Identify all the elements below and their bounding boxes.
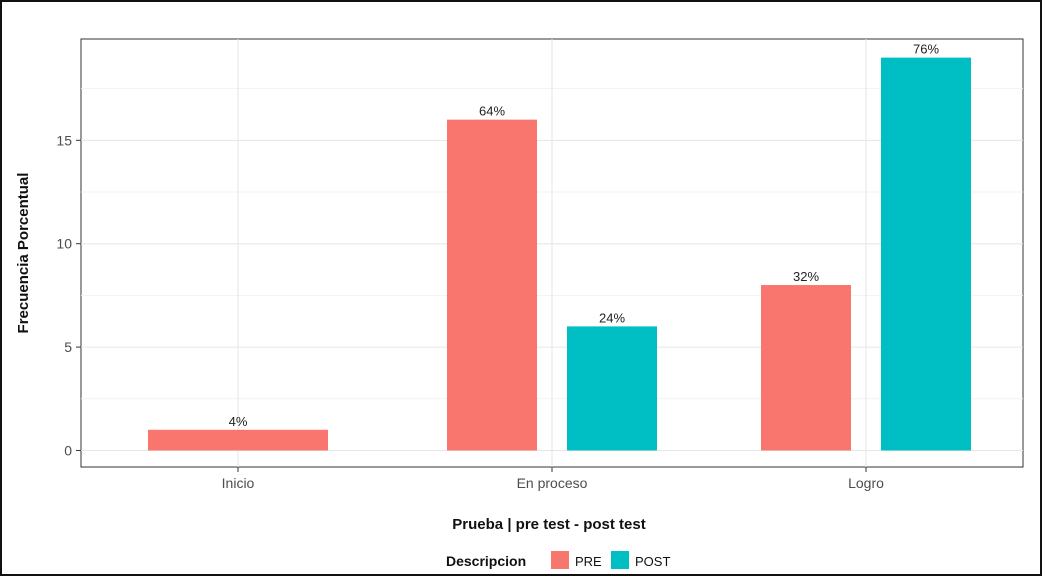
x-axis: Inicio En proceso Logro xyxy=(222,467,884,491)
x-tick-label-logro: Logro xyxy=(848,475,884,491)
bars xyxy=(148,57,971,451)
bar-post-logro xyxy=(881,57,971,451)
x-axis-title: Prueba | pre test - post test xyxy=(452,516,645,533)
x-tick-label-inicio: Inicio xyxy=(222,475,255,491)
y-tick-label-5: 5 xyxy=(64,339,72,355)
legend-key-post xyxy=(611,551,629,569)
y-tick-label-0: 0 xyxy=(64,442,72,458)
bar-pre-inicio xyxy=(148,429,328,451)
data-label-post-logro: 76% xyxy=(913,42,939,57)
bar-pre-en-proceso xyxy=(447,119,537,451)
data-label-pre-inicio: 4% xyxy=(229,414,248,429)
bar-post-en-proceso xyxy=(567,326,657,451)
data-label-post-en-proceso: 24% xyxy=(599,310,625,325)
y-axis: 0 5 10 15 xyxy=(56,132,81,458)
y-tick-label-10: 10 xyxy=(56,236,72,252)
legend-label-pre: PRE xyxy=(575,554,602,569)
x-tick-label-en-proceso: En proceso xyxy=(517,475,588,491)
y-tick-label-15: 15 xyxy=(56,132,72,148)
bar-pre-logro xyxy=(761,285,851,451)
legend-key-pre xyxy=(551,551,569,569)
legend-label-post: POST xyxy=(635,554,670,569)
data-label-pre-logro: 32% xyxy=(793,269,819,284)
data-labels: 4% 64% 24% 32% 76% xyxy=(229,42,940,429)
data-label-pre-en-proceso: 64% xyxy=(479,104,505,119)
y-axis-title: Frecuencia Porcentual xyxy=(15,173,32,334)
legend-title: Descripcion xyxy=(446,553,526,569)
legend: Descripcion PRE POST xyxy=(446,551,670,569)
